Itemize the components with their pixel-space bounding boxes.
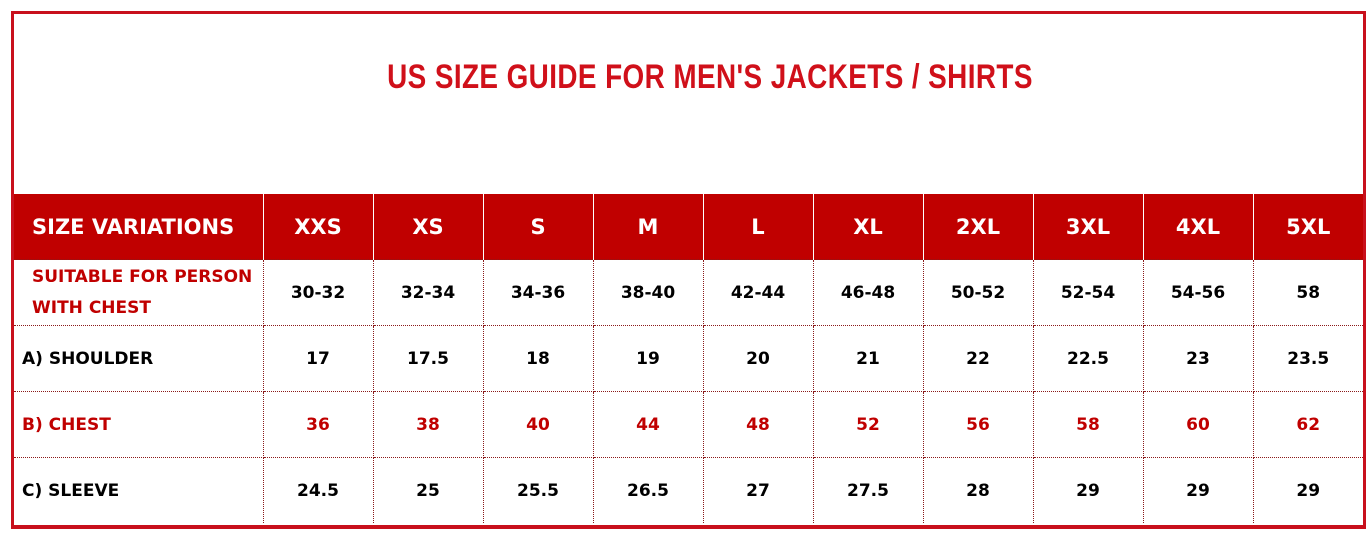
table-cell: 22 xyxy=(922,325,1034,392)
page-title: US SIZE GUIDE FOR MEN'S JACKETS / SHIRTS xyxy=(387,58,1033,96)
table-cell: 29 xyxy=(1032,457,1144,523)
table-cell: 29 xyxy=(1142,457,1254,523)
table-row: A) SHOULDER 17 17.5 18 19 20 21 22 22.5 23 23.5 xyxy=(14,325,1363,392)
table-cell: 24.5 xyxy=(262,457,374,523)
table-cell: 25 xyxy=(372,457,484,523)
row-label: B) CHEST xyxy=(14,391,264,458)
table-cell: 52-54 xyxy=(1032,259,1144,326)
header-size: 3XL xyxy=(1032,194,1143,260)
table-cell: 25.5 xyxy=(482,457,594,523)
table-cell: 56 xyxy=(922,391,1034,458)
chart-frame xyxy=(11,11,1366,529)
table-row: SUITABLE FOR PERSON WITH CHEST 30-32 32-34… xyxy=(14,259,1363,326)
table-cell: 46-48 xyxy=(812,259,924,326)
header-size: XS xyxy=(372,194,483,260)
header-size-variations: SIZE VARIATIONS xyxy=(14,194,263,260)
table-cell: 58 xyxy=(1252,259,1363,326)
table-cell: 26.5 xyxy=(592,457,704,523)
size-table: SIZE VARIATIONS XXS XS S M L XL 2XL 3XL 4XL 5XL SU… xyxy=(14,194,1363,523)
table-cell: 36 xyxy=(262,391,374,458)
row-label: A) SHOULDER xyxy=(14,325,264,392)
table-cell: 40 xyxy=(482,391,594,458)
table-cell: 34-36 xyxy=(482,259,594,326)
table-cell: 28 xyxy=(922,457,1034,523)
header-size: 5XL xyxy=(1252,194,1363,260)
table-cell: 44 xyxy=(592,391,704,458)
table-cell: 52 xyxy=(812,391,924,458)
table-cell: 23 xyxy=(1142,325,1254,392)
table-cell: 60 xyxy=(1142,391,1254,458)
table-cell: 18 xyxy=(482,325,594,392)
table-cell: 50-52 xyxy=(922,259,1034,326)
table-cell: 38-40 xyxy=(592,259,704,326)
header-size: 4XL xyxy=(1142,194,1253,260)
row-label: C) SLEEVE xyxy=(14,457,264,523)
table-cell: 54-56 xyxy=(1142,259,1254,326)
table-cell: 32-34 xyxy=(372,259,484,326)
table-cell: 48 xyxy=(702,391,814,458)
header-size: L xyxy=(702,194,813,260)
table-cell: 20 xyxy=(702,325,814,392)
header-size: M xyxy=(592,194,703,260)
table-cell: 22.5 xyxy=(1032,325,1144,392)
table-cell: 21 xyxy=(812,325,924,392)
table-cell: 62 xyxy=(1252,391,1363,458)
row-label: SUITABLE FOR PERSON WITH CHEST xyxy=(14,259,264,326)
table-cell: 30-32 xyxy=(262,259,374,326)
table-cell: 42-44 xyxy=(702,259,814,326)
table-cell: 27.5 xyxy=(812,457,924,523)
table-cell: 27 xyxy=(702,457,814,523)
table-row: B) CHEST 36 38 40 44 48 52 56 58 60 62 xyxy=(14,391,1363,458)
header-row: SIZE VARIATIONS XXS XS S M L XL 2XL 3XL 4XL 5XL xyxy=(14,194,1363,260)
table-cell: 19 xyxy=(592,325,704,392)
table-cell: 58 xyxy=(1032,391,1144,458)
table-cell: 17.5 xyxy=(372,325,484,392)
header-size: XL xyxy=(812,194,923,260)
table-cell: 29 xyxy=(1252,457,1363,523)
header-size: 2XL xyxy=(922,194,1033,260)
table-cell: 23.5 xyxy=(1252,325,1363,392)
header-size: S xyxy=(482,194,593,260)
header-size: XXS xyxy=(262,194,373,260)
table-cell: 38 xyxy=(372,391,484,458)
table-cell: 17 xyxy=(262,325,374,392)
table-row: C) SLEEVE 24.5 25 25.5 26.5 27 27.5 28 29 29 29 xyxy=(14,457,1363,523)
